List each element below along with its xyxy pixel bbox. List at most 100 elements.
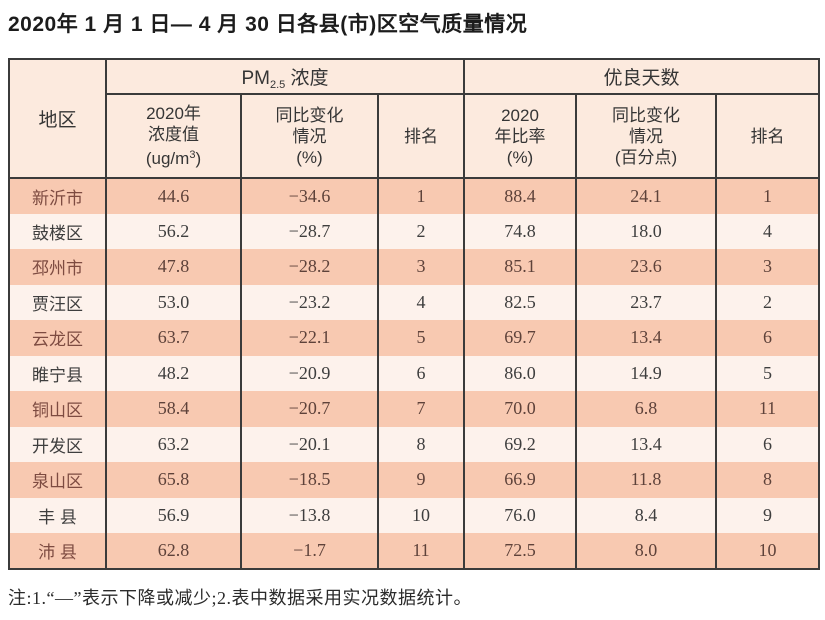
good-days-change-cell: 14.9 — [575, 355, 717, 391]
header-line: (%) — [296, 147, 323, 167]
pm25-concentration-cell: 56.2 — [105, 213, 241, 249]
pm25-concentration-cell: 56.9 — [105, 497, 241, 533]
header-line: 同比变化 — [275, 105, 344, 125]
header-line: 情况 — [629, 126, 664, 146]
pm25-change-cell: −1.7 — [240, 533, 378, 569]
good-days-ratio-cell: 66.9 — [463, 462, 577, 498]
good-days-ratio-cell: 70.0 — [463, 391, 577, 427]
header-line: 浓度值 — [148, 125, 199, 144]
pm25-rank-cell: 8 — [376, 426, 465, 462]
good-days-rank-cell: 6 — [715, 320, 820, 356]
header-pm25-rank: 排名 — [376, 94, 465, 179]
pm25-change-cell: −22.1 — [240, 320, 378, 356]
good-days-change-cell: 6.8 — [575, 391, 717, 427]
good-days-ratio-cell: 69.7 — [463, 320, 577, 356]
pm25-concentration-cell: 65.8 — [105, 462, 241, 498]
good-days-rank-cell: 2 — [715, 284, 820, 320]
table-row: 新沂市 44.6 −34.6 1 88.4 24.1 1 — [8, 178, 820, 214]
pm25-rank-cell: 9 — [376, 462, 465, 498]
header-line: 年比率 — [494, 126, 546, 146]
air-quality-table: 地区 PM2.5 浓度 优良天数 2020年 浓度值 (ug/m3) 同比变化 … — [8, 58, 821, 570]
region-cell: 云龙区 — [8, 320, 106, 356]
header-good-days-yoy-change: 同比变化 情况 (百分点) — [575, 94, 717, 179]
pm25-change-cell: −18.5 — [240, 462, 378, 498]
pm25-change-cell: −20.1 — [240, 426, 378, 462]
good-days-change-cell: 13.4 — [575, 426, 717, 462]
pm25-change-cell: −28.2 — [240, 249, 378, 285]
header-region: 地区 — [8, 59, 106, 179]
table-header: 地区 PM2.5 浓度 优良天数 2020年 浓度值 (ug/m3) 同比变化 … — [8, 59, 820, 179]
header-pm25-yoy-change: 同比变化 情况 (%) — [240, 94, 378, 179]
good-days-ratio-cell: 88.4 — [463, 178, 577, 214]
good-days-ratio-cell: 72.5 — [463, 533, 577, 569]
pm25-change-cell: −34.6 — [240, 178, 378, 214]
header-line: 2020年 — [146, 104, 201, 123]
pm25-rank-cell: 11 — [376, 533, 465, 569]
region-cell: 沛 县 — [8, 533, 106, 569]
pm25-rank-cell: 3 — [376, 249, 465, 285]
header-columns-row: 2020年 浓度值 (ug/m3) 同比变化 情况 (%) 排名 2020 年比… — [9, 94, 820, 179]
good-days-rank-cell: 3 — [715, 249, 820, 285]
table-row: 泉山区 65.8 −18.5 9 66.9 11.8 8 — [8, 462, 820, 498]
header-line: (%) — [506, 147, 534, 167]
good-days-change-cell: 8.0 — [575, 533, 717, 569]
region-cell: 鼓楼区 — [8, 213, 106, 249]
region-cell: 贾汪区 — [8, 284, 106, 320]
good-days-change-cell: 24.1 — [575, 178, 717, 214]
good-days-rank-cell: 6 — [715, 426, 820, 462]
good-days-rank-cell: 11 — [715, 391, 820, 427]
table-body: 新沂市 44.6 −34.6 1 88.4 24.1 1 鼓楼区 56.2 −2… — [8, 178, 820, 569]
good-days-rank-cell: 9 — [715, 497, 820, 533]
header-line: 同比变化 — [612, 105, 681, 125]
good-days-change-cell: 23.7 — [575, 284, 717, 320]
region-cell: 铜山区 — [8, 391, 106, 427]
pm25-concentration-cell: 63.2 — [105, 426, 241, 462]
pm25-concentration-cell: 47.8 — [105, 249, 241, 285]
pm25-rank-cell: 2 — [376, 213, 465, 249]
pm25-rank-cell: 7 — [376, 391, 465, 427]
pm25-label: PM — [241, 67, 270, 89]
pm25-change-cell: −20.9 — [240, 355, 378, 391]
table-row: 邳州市 47.8 −28.2 3 85.1 23.6 3 — [8, 249, 820, 285]
pm25-rank-cell: 5 — [376, 320, 465, 356]
region-cell: 邳州市 — [8, 249, 106, 285]
table-row: 贾汪区 53.0 −23.2 4 82.5 23.7 2 — [8, 284, 820, 320]
table-row: 沛 县 62.8 −1.7 11 72.5 8.0 10 — [8, 533, 820, 569]
unit-suffix: ) — [195, 149, 202, 168]
pm25-change-cell: −13.8 — [240, 497, 378, 533]
good-days-change-cell: 18.0 — [575, 213, 717, 249]
header-line: 2020 — [501, 105, 539, 125]
good-days-rank-cell: 8 — [715, 462, 820, 498]
good-days-change-cell: 13.4 — [575, 320, 717, 356]
region-cell: 丰 县 — [8, 497, 106, 533]
pm25-subscript: 2.5 — [269, 78, 286, 91]
pm25-concentration-cell: 58.4 — [105, 391, 241, 427]
table-row: 开发区 63.2 −20.1 8 69.2 13.4 6 — [8, 426, 820, 462]
header-unit-line: (ug/m3) — [107, 145, 240, 169]
pm25-change-cell: −20.7 — [240, 391, 378, 427]
region-cell: 泉山区 — [8, 462, 106, 498]
unit-superscript: 3 — [189, 149, 196, 161]
good-days-change-cell: 11.8 — [575, 462, 717, 498]
footnote: 注:1.“—”表示下降或减少;2.表中数据采用实况数据统计。 — [8, 588, 472, 608]
pm25-concentration-cell: 63.7 — [105, 320, 241, 356]
region-cell: 新沂市 — [8, 178, 106, 214]
header-pm25-concentration: 2020年 浓度值 (ug/m3) — [105, 94, 241, 179]
header-good-days-ratio: 2020 年比率 (%) — [463, 94, 577, 179]
pm25-concentration-cell: 53.0 — [105, 284, 241, 320]
good-days-rank-cell: 5 — [715, 355, 820, 391]
good-days-ratio-cell: 86.0 — [463, 355, 577, 391]
page-title: 2020年 1 月 1 日— 4 月 30 日各县(市)区空气质量情况 — [8, 13, 528, 36]
pm25-concentration-cell: 48.2 — [105, 355, 241, 391]
region-cell: 睢宁县 — [8, 355, 106, 391]
pm25-rank-cell: 4 — [376, 284, 465, 320]
table-row: 睢宁县 48.2 −20.9 6 86.0 14.9 5 — [8, 355, 820, 391]
good-days-change-cell: 8.4 — [575, 497, 717, 533]
header-good-days-group: 优良天数 — [463, 59, 820, 95]
good-days-rank-cell: 10 — [715, 533, 820, 569]
pm25-concentration-cell: 62.8 — [105, 533, 241, 569]
good-days-rank-cell: 1 — [715, 178, 820, 214]
header-line: 情况 — [292, 126, 327, 146]
pm25-rank-cell: 1 — [376, 178, 465, 214]
header-good-days-rank: 排名 — [715, 94, 820, 179]
